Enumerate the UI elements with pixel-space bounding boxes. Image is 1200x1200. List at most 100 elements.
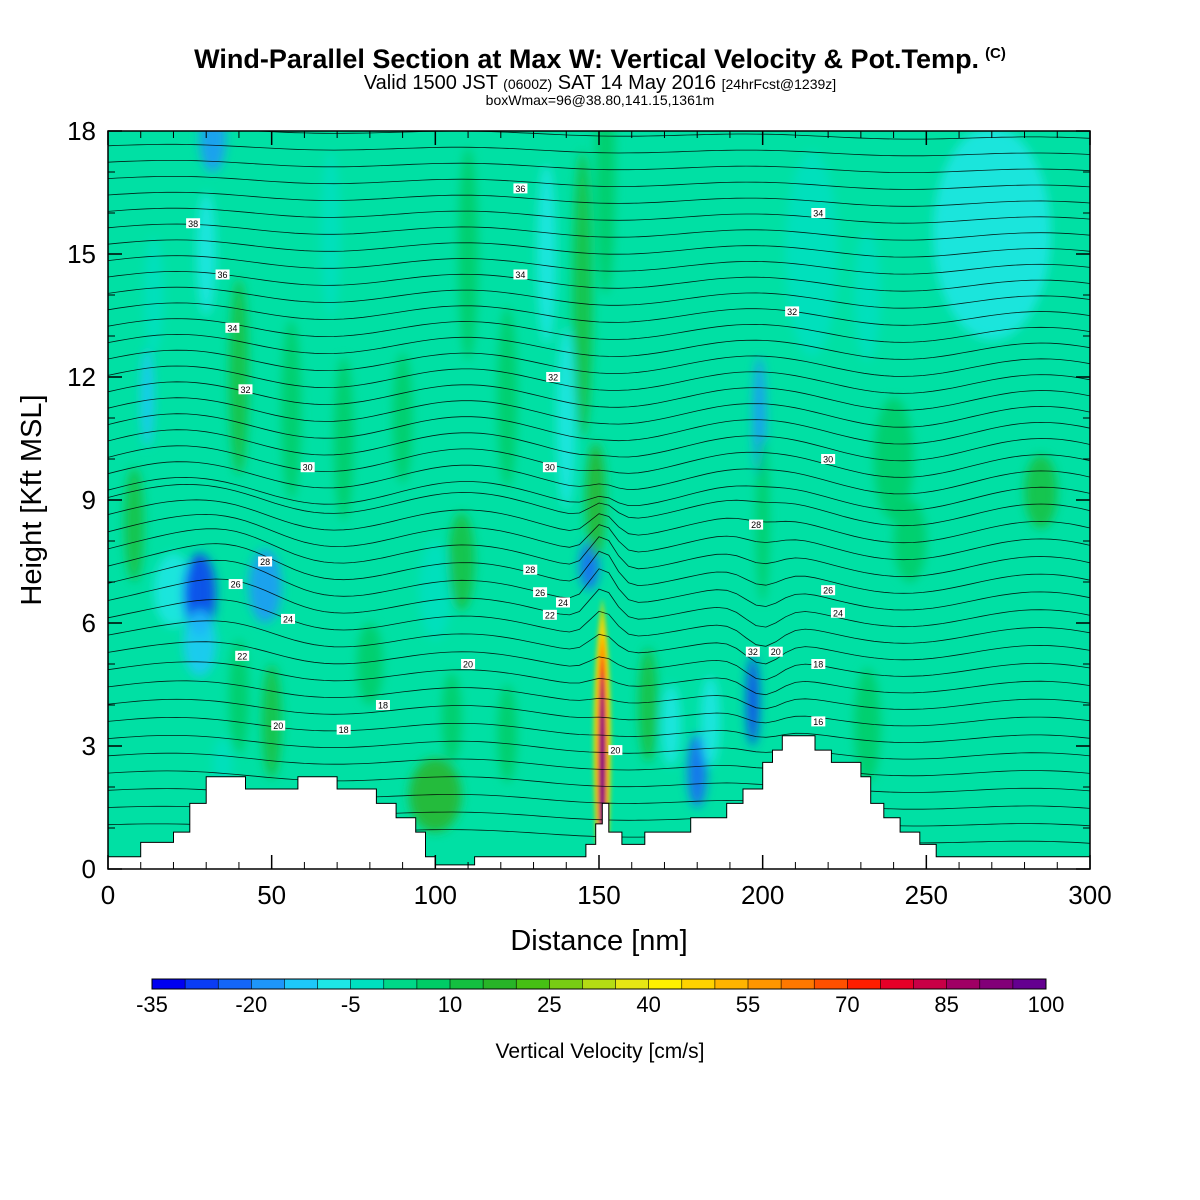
x-axis-label: Distance [nm]	[510, 925, 687, 957]
contour-label: 30	[821, 454, 836, 465]
velocity-cell	[183, 610, 217, 677]
y-tick-label: 12	[67, 362, 96, 392]
velocity-cell	[595, 131, 616, 295]
velocity-cell	[248, 549, 282, 623]
colorbar-swatch	[185, 979, 219, 989]
isentrope-line	[108, 641, 1090, 681]
colorbar-tick-label: 70	[835, 992, 859, 1017]
contour-label: 18	[336, 724, 351, 735]
contour-label-text: 28	[260, 557, 270, 567]
copyright-mark: (C)	[985, 45, 1006, 62]
isentrope-line	[108, 445, 1090, 478]
contour-label-box	[785, 306, 800, 317]
isentrope-line	[108, 483, 1090, 527]
contour-label-box	[542, 462, 557, 473]
contour-label-box	[281, 613, 296, 624]
x-tick-label: 50	[257, 880, 286, 910]
colorbar-tick-label: 100	[1028, 992, 1065, 1017]
velocity-field	[124, 131, 1058, 833]
terrain	[108, 735, 1090, 869]
contour-label-box	[228, 579, 243, 590]
contour-label-text: 26	[823, 586, 833, 596]
y-tick-label: 0	[82, 854, 96, 884]
isentrope-line	[108, 752, 1090, 777]
contour-label-box	[830, 607, 845, 618]
contour-label-box	[768, 646, 783, 657]
contour-label-text: 32	[787, 307, 797, 317]
velocity-cell	[874, 397, 914, 521]
colorbar-swatch	[714, 979, 749, 989]
y-tick-label: 15	[67, 239, 96, 269]
contour-label-box	[225, 322, 240, 333]
colorbar-swatch	[814, 979, 848, 989]
contour-label-text: 20	[610, 746, 620, 756]
isentrope-line	[108, 381, 1090, 411]
colorbar-swatch	[549, 979, 583, 989]
contour-label: 26	[228, 579, 243, 590]
velocity-cell	[661, 684, 681, 767]
contour-label-text: 36	[218, 270, 228, 280]
velocity-cell	[556, 327, 577, 509]
contour-label-text: 32	[548, 373, 558, 383]
isentrope-line	[108, 159, 1090, 174]
velocity-cell	[536, 163, 557, 345]
contour-label: 34	[811, 208, 826, 219]
y-tick-label: 9	[82, 485, 96, 515]
isentrope-line	[108, 175, 1090, 190]
contour-label-box	[258, 556, 273, 567]
velocity-cell	[854, 229, 881, 361]
contour-label-box	[461, 659, 476, 669]
contour-label: 28	[258, 556, 273, 567]
x-tick-label: 100	[414, 880, 457, 910]
velocity-cell	[418, 541, 452, 640]
contour-label-text: 20	[273, 721, 283, 731]
colorbar-tick-label: 85	[934, 992, 958, 1017]
colorbar-swatch	[483, 979, 517, 989]
isentrope-line	[108, 476, 1090, 511]
contour-label-text: 16	[813, 717, 823, 727]
colorbar-swatch	[979, 979, 1014, 989]
isentrope-line	[108, 286, 1090, 309]
isentrope-line	[108, 559, 1090, 611]
velocity-cell	[140, 348, 154, 447]
isentrope-line	[108, 698, 1090, 727]
isentrope-line	[108, 620, 1090, 665]
colorbar-swatch	[781, 979, 815, 989]
contour-label-text: 32	[748, 647, 758, 657]
colorbar-tick-label: -5	[341, 992, 361, 1017]
contour-label: 38	[186, 218, 201, 229]
forecast-info: [24hrFcst@1239z]	[721, 76, 837, 92]
contour-label: 20	[768, 646, 783, 657]
contour-label-box	[186, 218, 201, 229]
isentrope-line	[108, 255, 1090, 275]
contour-label: 34	[225, 322, 240, 333]
velocity-cell	[932, 131, 1051, 341]
valid-time-line: Valid 1500 JST (0600Z) SAT 14 May 2016 […	[0, 72, 1200, 95]
isentrope-line	[108, 302, 1090, 326]
velocity-cell	[687, 733, 707, 808]
contour-label-text: 34	[813, 209, 823, 219]
isentrope-line	[108, 333, 1090, 360]
colorbar-swatch	[615, 979, 650, 989]
terrain-outline	[108, 735, 1090, 866]
colorbar-tick-label: 40	[636, 992, 660, 1017]
velocity-cell	[356, 623, 383, 705]
contour-label: 32	[546, 372, 561, 383]
velocity-cell	[392, 352, 413, 484]
contour-label-box	[238, 384, 253, 395]
contour-label-text: 34	[227, 323, 237, 333]
contour-label-box	[555, 597, 570, 608]
contour-label-box	[523, 564, 538, 575]
isentrope-line	[108, 599, 1090, 647]
isentrope-line	[108, 770, 1090, 793]
velocity-cell	[183, 553, 217, 636]
colorbar-frame	[151, 978, 1047, 990]
contour-label-box	[811, 716, 826, 727]
contour-label: 16	[811, 716, 826, 727]
velocity-cell	[441, 672, 462, 763]
colorbar-swatch	[913, 979, 948, 989]
velocity-cell	[700, 676, 721, 767]
contour-label-text: 26	[535, 588, 545, 598]
contour-label-text: 30	[545, 463, 555, 473]
isentrope-line	[108, 735, 1090, 760]
